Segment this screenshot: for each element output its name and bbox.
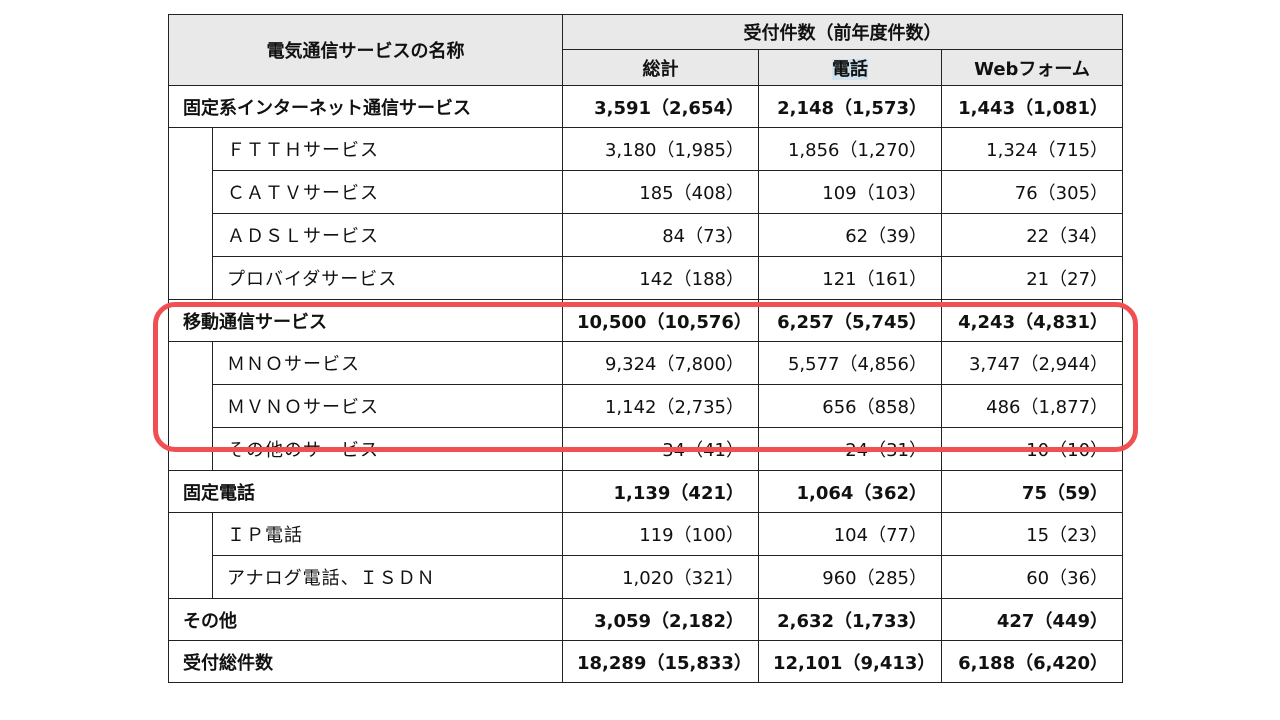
web-form-count: 15（23） [940, 512, 1124, 556]
total-count: 3,180（1,985） [562, 127, 759, 171]
web-form-count: 427（449） [940, 598, 1124, 641]
web-form-count: 10（10） [940, 427, 1124, 471]
web-form-count: 4,243（4,831） [940, 299, 1124, 342]
total-column-header: 総計 [562, 49, 759, 86]
table-body: 固定系インターネット通信サービス 3,591（2,654） 2,148（1,573）… [168, 85, 1124, 683]
phone-count: 6,257（5,745） [758, 299, 942, 342]
phone-count: 5,577（4,856） [758, 341, 942, 385]
phone-count: 12,101（9,413） [758, 640, 942, 683]
subcategory-row: ＣＡＴＶサービス 185（408） 109（103） 76（305） [168, 170, 1124, 214]
category-name: 移動通信サービス [168, 299, 563, 342]
total-count: 1,139（421） [562, 470, 759, 513]
subcategory-name: ＭＮＯサービス [212, 341, 563, 385]
category-row: 固定系インターネット通信サービス 3,591（2,654） 2,148（1,573）… [168, 85, 1124, 128]
total-count: 10,500（10,576） [562, 299, 759, 342]
indent-cell [168, 127, 213, 171]
phone-count: 109（103） [758, 170, 942, 214]
indent-cell [168, 427, 213, 471]
web-form-count: 22（34） [940, 213, 1124, 257]
indent-cell [168, 170, 213, 214]
category-row: その他 3,059（2,182） 2,632（1,733） 427（449） [168, 598, 1124, 641]
phone-header-label: 電話 [832, 58, 868, 80]
phone-count: 656（858） [758, 384, 942, 428]
web-form-count: 3,747（2,944） [940, 341, 1124, 385]
category-row: 固定電話 1,139（421） 1,064（362） 75（59） [168, 470, 1124, 513]
subcategory-row: ＩＰ電話 119（100） 104（77） 15（23） [168, 512, 1124, 556]
phone-count: 960（285） [758, 555, 942, 599]
subcategory-row: プロバイダサービス 142（188） 121（161） 21（27） [168, 256, 1124, 300]
subcategory-row: ＡＤＳＬサービス 84（73） 62（39） 22（34） [168, 213, 1124, 257]
indent-cell [168, 256, 213, 300]
phone-count: 1,064（362） [758, 470, 942, 513]
web-form-count: 75（59） [940, 470, 1124, 513]
total-count: 9,324（7,800） [562, 341, 759, 385]
indent-cell [168, 512, 213, 556]
indent-cell [168, 384, 213, 428]
web-form-count: 1,324（715） [940, 127, 1124, 171]
subcategory-name: ＭＶＮＯサービス [212, 384, 563, 428]
subcategory-name: アナログ電話、ＩＳＤＮ [212, 555, 563, 599]
subcategory-name: ＣＡＴＶサービス [212, 170, 563, 214]
phone-count: 2,632（1,733） [758, 598, 942, 641]
web-form-count: 60（36） [940, 555, 1124, 599]
total-count: 3,591（2,654） [562, 85, 759, 128]
indent-cell [168, 555, 213, 599]
total-count: 142（188） [562, 256, 759, 300]
total-count: 185（408） [562, 170, 759, 214]
web-form-count: 76（305） [940, 170, 1124, 214]
subcategory-row: アナログ電話、ＩＳＤＮ 1,020（321） 960（285） 60（36） [168, 555, 1124, 599]
subcategory-row: その他のサービス 34（41） 24（31） 10（10） [168, 427, 1124, 471]
category-name: 固定電話 [168, 470, 563, 513]
total-count: 84（73） [562, 213, 759, 257]
subcategory-name: ＦＴＴＨサービス [212, 127, 563, 171]
category-row: 受付総件数 18,289（15,833） 12,101（9,413） 6,188（6,… [168, 640, 1124, 683]
phone-count: 62（39） [758, 213, 942, 257]
total-count: 1,142（2,735） [562, 384, 759, 428]
category-name: その他 [168, 598, 563, 641]
indent-cell [168, 213, 213, 257]
web-form-count: 21（27） [940, 256, 1124, 300]
indent-cell [168, 341, 213, 385]
subcategory-name: ＡＤＳＬサービス [212, 213, 563, 257]
subcategory-row: ＭＶＮＯサービス 1,142（2,735） 656（858） 486（1,877） [168, 384, 1124, 428]
reception-count-header: 受付件数（前年度件数） [561, 14, 1124, 50]
subcategory-row: ＭＮＯサービス 9,324（7,800） 5,577（4,856） 3,747（2,9… [168, 341, 1124, 385]
subcategory-name: ＩＰ電話 [212, 512, 563, 556]
web-form-count: 486（1,877） [940, 384, 1124, 428]
total-count: 34（41） [562, 427, 759, 471]
category-name: 固定系インターネット通信サービス [168, 85, 563, 128]
total-count: 3,059（2,182） [562, 598, 759, 641]
phone-count: 2,148（1,573） [758, 85, 942, 128]
total-count: 119（100） [562, 512, 759, 556]
subcategory-name: プロバイダサービス [212, 256, 563, 300]
phone-count: 1,856（1,270） [758, 127, 942, 171]
total-count: 18,289（15,833） [562, 640, 759, 683]
web-form-count: 1,443（1,081） [940, 85, 1124, 128]
web-form-column-header: Webフォーム [940, 49, 1124, 86]
phone-count: 104（77） [758, 512, 942, 556]
category-name: 受付総件数 [168, 640, 563, 683]
phone-column-header: 電話 [758, 49, 942, 86]
phone-count: 24（31） [758, 427, 942, 471]
web-form-count: 6,188（6,420） [940, 640, 1124, 683]
complaint-count-table: 電気通信サービスの名称 受付件数（前年度件数） 総計 電話 Webフォーム 固定… [168, 14, 1124, 683]
category-row: 移動通信サービス 10,500（10,576） 6,257（5,745） 4,243（… [168, 299, 1124, 342]
subcategory-row: ＦＴＴＨサービス 3,180（1,985） 1,856（1,270） 1,324（71… [168, 127, 1124, 171]
subcategory-name: その他のサービス [212, 427, 563, 471]
total-count: 1,020（321） [562, 555, 759, 599]
service-name-header: 電気通信サービスの名称 [168, 14, 563, 86]
phone-count: 121（161） [758, 256, 942, 300]
